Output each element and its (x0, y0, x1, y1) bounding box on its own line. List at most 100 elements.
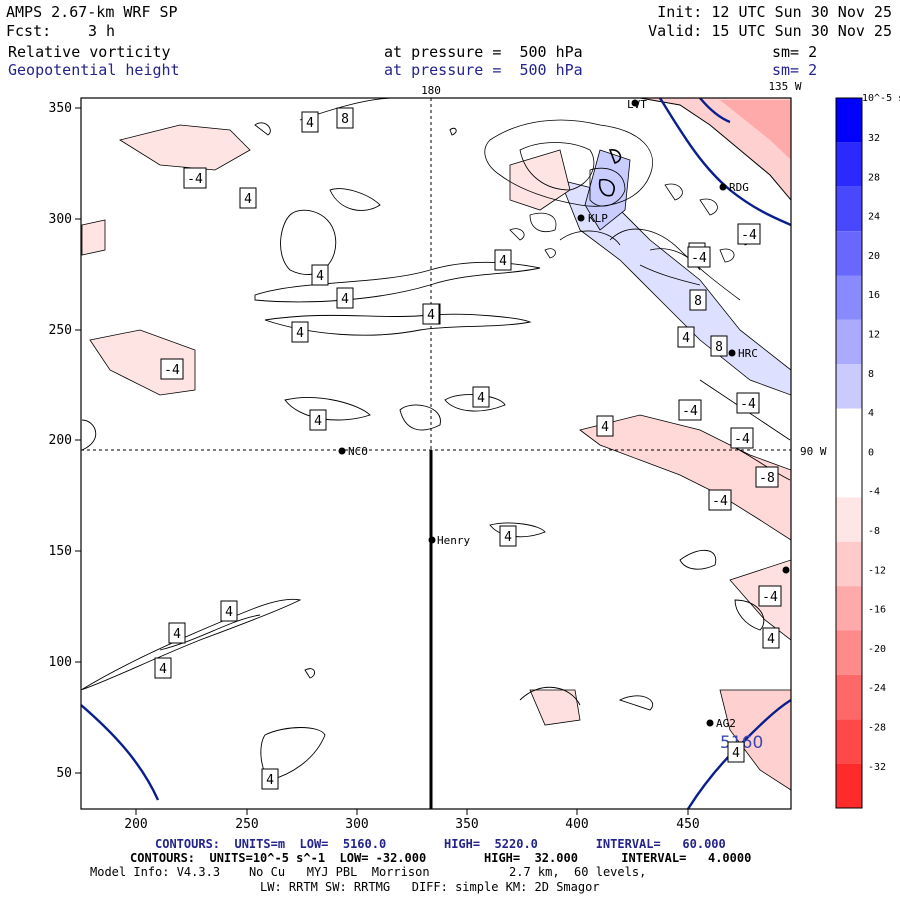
field-1-sm: sm= 2 (772, 43, 818, 61)
colorbar-tick-label: -32 (868, 762, 886, 773)
contour-label: 4 (677, 326, 695, 348)
graticule (81, 98, 791, 451)
valid-time: Valid: 15 UTC Sun 30 Nov 25 (648, 22, 892, 40)
colorbar-tick-label: -16 (868, 605, 886, 616)
colorbar-swatch (836, 453, 862, 498)
svg-text:-4: -4 (682, 404, 698, 419)
x-tick: 200 (124, 817, 147, 832)
blob-4 (81, 219, 106, 256)
svg-text:-4: -4 (741, 228, 757, 243)
contour-label: 4 (596, 415, 614, 437)
svg-text:RDG: RDG (729, 181, 749, 194)
y-tick: 350 (49, 101, 72, 116)
y-tick: 150 (49, 544, 72, 559)
colorbar-tick-label: 0 (868, 447, 874, 458)
contour-label: 4 (301, 111, 319, 133)
x-tick: 350 (455, 817, 478, 832)
contour-label: 4 (422, 303, 440, 325)
field-2-level: at pressure = 500 hPa (384, 61, 583, 79)
station-rdg: RDG (719, 181, 749, 194)
colorbar-swatch (836, 763, 862, 808)
title: AMPS 2.67-km WRF SP (6, 3, 178, 21)
svg-text:-4: -4 (740, 397, 756, 412)
svg-text:8: 8 (341, 112, 349, 127)
footer-physics-info: LW: RRTM SW: RRTMG DIFF: simple KM: 2D S… (260, 880, 600, 894)
svg-text:4: 4 (499, 254, 507, 269)
svg-text:4: 4 (314, 414, 322, 429)
contour-label: 4 (499, 525, 517, 547)
axis-tick-marks (75, 107, 689, 815)
colorbar-swatch (836, 231, 862, 276)
contour-label: 4 (261, 768, 279, 790)
y-tick: 100 (49, 655, 72, 670)
y-tick: 300 (49, 212, 72, 227)
colorbar-swatch (836, 186, 862, 232)
x-axis-labels: 200 250 300 350 400 450 (124, 817, 699, 832)
positive-shading-south (719, 689, 791, 791)
blob-2 (118, 124, 251, 171)
station-east (782, 566, 790, 574)
svg-text:4: 4 (159, 662, 167, 677)
contour-label: 4 (336, 287, 354, 309)
colorbar-tick-label: -28 (868, 723, 886, 734)
svg-text:LVT: LVT (627, 98, 647, 111)
svg-text:4: 4 (477, 391, 485, 406)
colorbar-unit: 10^-5 s^-1 (862, 93, 900, 104)
contour-label: -4 (160, 358, 184, 380)
field-2-sm: sm= 2 (772, 61, 818, 79)
blob-5 (529, 689, 581, 726)
svg-text:4: 4 (504, 530, 512, 545)
init-time: Init: 12 UTC Sun 30 Nov 25 (657, 3, 892, 21)
negative-shading-klp (584, 149, 631, 231)
stations: LVT RDG KLP HRC NCO Henry AG2 (338, 98, 790, 730)
svg-text:8: 8 (694, 294, 702, 309)
svg-text:-4: -4 (712, 494, 728, 509)
svg-text:NCO: NCO (348, 445, 368, 458)
contour-label: -4 (758, 585, 782, 607)
contour-label: -4 (737, 223, 761, 245)
svg-text:-4: -4 (164, 363, 180, 378)
station-ag2: AG2 (706, 717, 736, 730)
contour-label: 4 (472, 386, 490, 408)
contour-label: -4 (183, 167, 207, 189)
colorbar-tick-label: 4 (868, 408, 874, 419)
parallel-90w-label: 90 W (800, 445, 827, 458)
x-tick: 250 (235, 817, 258, 832)
y-axis-labels: 350 300 250 200 150 100 50 (49, 101, 72, 781)
contour-label: -4 (708, 489, 732, 511)
contour-label: -8 (755, 466, 779, 488)
contour-label: -4 (687, 246, 711, 268)
contour-label: -4 (730, 427, 754, 449)
footer-model-info: Model Info: V4.3.3 No Cu MYJ PBL Morriso… (90, 865, 647, 879)
field-1-name: Relative vorticity (8, 43, 171, 61)
colorbar-swatch (836, 275, 862, 320)
contour-label: 8 (710, 335, 728, 357)
contour-label: 4 (154, 657, 172, 679)
y-tick: 50 (56, 766, 72, 781)
colorbar-tick-label: 16 (868, 290, 880, 301)
field-2-name: Geopotential height (8, 61, 180, 79)
svg-text:4: 4 (244, 192, 252, 207)
contour-label: 4 (311, 264, 329, 286)
svg-text:4: 4 (427, 308, 435, 323)
contour-label: 4 (309, 409, 327, 431)
y-tick: 250 (49, 323, 72, 338)
station-nco: NCO (338, 445, 368, 458)
colorbar-tick-label: -12 (868, 565, 886, 576)
svg-text:4: 4 (266, 773, 274, 788)
contour-label: 4 (168, 622, 186, 644)
colorbar-swatch (836, 719, 862, 764)
svg-text:4: 4 (767, 632, 775, 647)
fcst-label: Fcst: (6, 22, 52, 40)
contour-label: 4 (727, 741, 745, 763)
svg-text:-4: -4 (734, 432, 750, 447)
colorbar-tick-label: 8 (868, 369, 874, 380)
colorbar-swatch (836, 586, 862, 631)
svg-text:-8: -8 (759, 471, 775, 486)
svg-text:4: 4 (732, 746, 740, 761)
plot-frame (80, 97, 792, 810)
station-klp: KLP (577, 212, 608, 225)
colorbar-swatch (836, 142, 862, 187)
colorbar-swatch (836, 674, 862, 720)
contour-label: 4 (494, 249, 512, 271)
